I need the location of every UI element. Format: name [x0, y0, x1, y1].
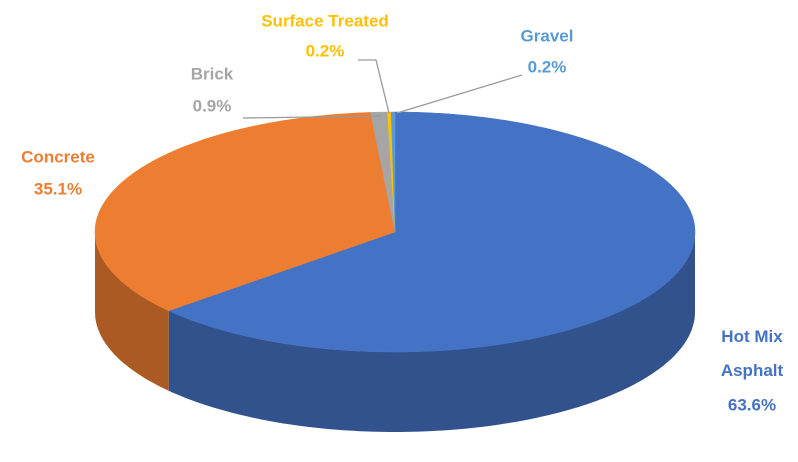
value-label: 63.6%: [728, 395, 776, 414]
category-label: Concrete: [21, 147, 95, 166]
pie-sides: [95, 232, 695, 432]
category-label: Surface Treated: [261, 11, 389, 30]
category-label-line: Hot Mix: [721, 327, 783, 346]
category-label: Hot Mix Asphalt: [721, 327, 784, 380]
pie-slice: [94, 112, 396, 312]
data-labels: Hot Mix Asphalt 63.6% Concrete 35.1% Brick 0.9…: [21, 11, 783, 414]
leader-line: [396, 74, 523, 114]
pie-side: [95, 232, 169, 391]
pie-slice: [390, 111, 396, 233]
pie-side: [168, 232, 695, 432]
category-label: Gravel: [521, 26, 574, 45]
pie-slice: [168, 111, 696, 353]
value-label: 0.2%: [306, 41, 345, 60]
leader-line: [242, 115, 382, 119]
value-label: 0.2%: [528, 57, 567, 76]
category-label: Brick: [191, 64, 234, 83]
leader-line: [358, 59, 390, 114]
value-label: 0.9%: [193, 96, 232, 115]
category-label-line: Asphalt: [721, 361, 784, 380]
pie-tops: [94, 111, 696, 353]
value-label: 35.1%: [34, 179, 82, 198]
